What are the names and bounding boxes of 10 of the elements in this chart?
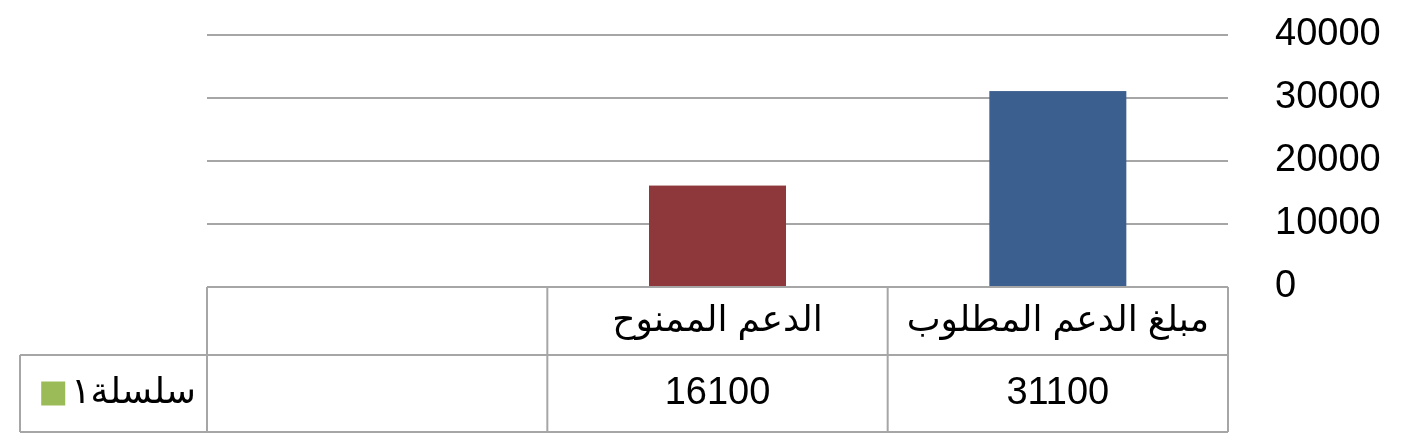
ytick: 10000 bbox=[1275, 200, 1381, 243]
category: مبلغ الدعم المطلوب bbox=[906, 297, 1209, 339]
category: الدعم الممنوح bbox=[612, 297, 823, 339]
ytick: 0 bbox=[1275, 263, 1297, 306]
data-label: 16100 bbox=[664, 369, 771, 412]
ytick: 20000 bbox=[1275, 137, 1381, 180]
legend-label: سلسلة١ bbox=[71, 370, 196, 411]
data-label: 31100 bbox=[1006, 369, 1110, 412]
ytick: 30000 bbox=[1275, 74, 1381, 117]
ytick: 40000 bbox=[1275, 11, 1381, 54]
